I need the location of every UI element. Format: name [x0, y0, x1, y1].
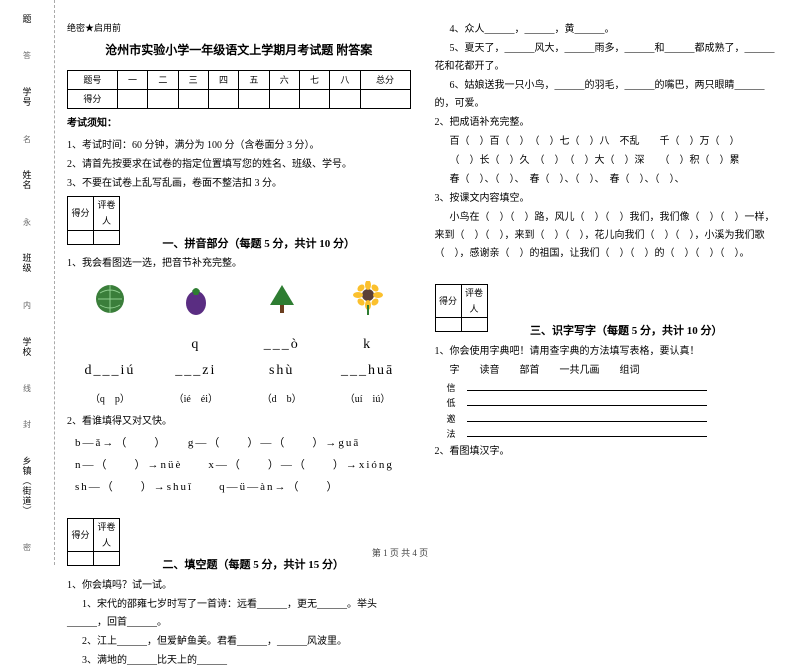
sec2-l3: 3、满地的______比天上的______ [67, 652, 411, 670]
side-label-4: 学校 [21, 337, 34, 357]
c2-l3: 6、姑娘送我一只小鸟，______的羽毛，______的嘴巴，两只眼睛_____… [435, 77, 779, 113]
pinyin-row: d___iú q ___zi ___ò shù k ___huā [67, 332, 411, 382]
section3-title: 三、识字写字（每题 5 分，共计 10 分） [530, 325, 723, 337]
section1-title: 一、拼音部分（每题 5 分，共计 10 分） [163, 238, 356, 250]
char-0: 信 [447, 381, 467, 396]
arrow-2: sh—（ ）→shuǐ q—ü—àn→（ ） [75, 476, 411, 498]
side-dash-5: 封 [22, 420, 33, 428]
grader-table-1: 得分评卷人 [67, 196, 120, 244]
c2-l2: 5、夏天了，______风大，______雨多，______和______都成熟… [435, 40, 779, 76]
sec1-q1: 1、我会看图选一选，把音节补充完整。 [67, 255, 411, 273]
score-table: 题号 一 二 三 四 五 六 七 八 总分 得分 [67, 70, 411, 109]
notice-3: 3、不要在试卷上乱写乱画，卷面不整洁扣 3 分。 [67, 175, 411, 193]
char-1: 低 [447, 396, 467, 411]
page-footer: 第 1 页 共 4 页 [0, 546, 800, 559]
c2-text3: 小鸟在（ ）（ ）路，风儿（ ）（ ）我们，我们像（ ）（ ）一样，来到（ ）（… [435, 209, 779, 263]
th-4: 四 [208, 70, 238, 89]
exam-title: 沧州市实验小学一年级语文上学期月考试题 附答案 [67, 40, 411, 62]
vertical-sidebar: 题 答 学号 名 姓名 永 班级 内 学校 线 封 乡镇（街道） 密 [0, 0, 55, 565]
side-dash-1: 名 [22, 135, 33, 143]
pinyin-1: q ___zi [166, 332, 226, 382]
sec3-q2: 2、看图填汉字。 [435, 443, 779, 461]
th-2: 二 [148, 70, 178, 89]
notice-heading: 考试须知： [67, 115, 411, 133]
sunflower-icon [350, 281, 386, 317]
mini-h-0: 得分 [68, 197, 94, 230]
side-dash-0: 答 [22, 51, 33, 59]
sec3-q1: 1、你会使用字典吧！请用查字典的方法填写表格，要认真！ [435, 343, 779, 361]
th-9: 总分 [360, 70, 410, 89]
score-header-row: 题号 一 二 三 四 五 六 七 八 总分 [68, 70, 411, 89]
sec3-header: 字 读音 部首 一共几画 组词 [435, 362, 779, 380]
pinyin-3: k ___huā [338, 332, 398, 382]
th-7: 七 [299, 70, 329, 89]
th-3: 三 [178, 70, 208, 89]
sec1-q2: 2、看谁填得又对又快。 [67, 413, 411, 431]
side-dash-2: 永 [22, 218, 33, 226]
page-container: 绝密★启用前 沧州市实验小学一年级语文上学期月考试题 附答案 题号 一 二 三 … [0, 0, 800, 565]
side-label-0: 题 [21, 14, 34, 24]
mini3-h-0: 得分 [435, 285, 461, 318]
globe-icon [92, 281, 128, 317]
mini3-h-1: 评卷人 [461, 285, 487, 318]
side-label-2: 姓名 [21, 170, 34, 190]
side-dash-3: 内 [22, 301, 33, 309]
side-label-5: 乡镇（街道） [21, 456, 34, 516]
idiom-2: 春（ ）、（ ）、 春（ ）、（ ）、 春（ ）、（ ）、 [435, 171, 779, 189]
confidential-label: 绝密★启用前 [67, 20, 411, 36]
notice-1: 1、考试时间：60 分钟，满分为 100 分（含卷面分 3 分）。 [67, 137, 411, 155]
row2-first: 得分 [68, 89, 118, 108]
tree-icon [264, 281, 300, 317]
sec2-l2: 2、江上______，但爱鲈鱼美。君看______，______风波里。 [67, 633, 411, 651]
c2-q2: 2、把成语补充完整。 [435, 114, 779, 132]
side-label-3: 班级 [21, 253, 34, 273]
th-1: 一 [117, 70, 147, 89]
c2-l1: 4、众人______，______，黄______。 [435, 21, 779, 39]
side-label-1: 学号 [21, 87, 34, 107]
opt-1: （ié éi） [166, 391, 226, 409]
char-3: 法 [447, 427, 467, 442]
sec2-q1: 1、你会填吗？试一试。 [67, 577, 411, 595]
arrow-0: b—ǎ→（ ） g—（ ）—（ ）→guā [75, 432, 411, 454]
sec2-l1: 1、宋代的邵雍七岁时写了一首诗：远看______，更无______。举头____… [67, 596, 411, 632]
char-table: 信 低 邀 法 [447, 381, 779, 442]
section2-title: 二、填空题（每题 5 分，共计 15 分） [163, 559, 345, 571]
opt-0: （q p） [80, 391, 140, 409]
c2-q3: 3、按课文内容填空。 [435, 190, 779, 208]
opt-3: （uí iú） [338, 391, 398, 409]
th-0: 题号 [68, 70, 118, 89]
pinyin-images [67, 281, 411, 324]
notice-2: 2、请首先按要求在试卷的指定位置填写您的姓名、班级、学号。 [67, 156, 411, 174]
mini-h-1: 评卷人 [94, 197, 120, 230]
arrow-1: n—（ ）→nüè x—（ ）—（ ）→xióng [75, 454, 411, 476]
opt-2: （d b） [252, 391, 312, 409]
score-value-row: 得分 [68, 89, 411, 108]
right-column: 4、众人______，______，黄______。 5、夏天了，______风… [423, 20, 791, 540]
char-2: 邀 [447, 412, 467, 427]
pinyin-opts: （q p） （ié éi） （d b） （uí iú） [67, 391, 411, 409]
th-6: 六 [269, 70, 299, 89]
idiom-1: （ ）长（ ）久 （ ） （ ）大（ ）深 （ ）积（ ）累 [435, 152, 779, 170]
pinyin-2: ___ò shù [252, 332, 312, 382]
grader-table-3: 得分评卷人 [435, 284, 488, 332]
idiom-0: 百（ ）百（ ） （ ）七（ ）八 不乱 千（ ）万（ ） [435, 133, 779, 151]
pinyin-0: d___iú [80, 358, 140, 383]
eggplant-icon [178, 281, 214, 317]
th-8: 八 [330, 70, 360, 89]
side-dash-4: 线 [22, 384, 33, 392]
th-5: 五 [239, 70, 269, 89]
left-column: 绝密★启用前 沧州市实验小学一年级语文上学期月考试题 附答案 题号 一 二 三 … [55, 20, 423, 540]
